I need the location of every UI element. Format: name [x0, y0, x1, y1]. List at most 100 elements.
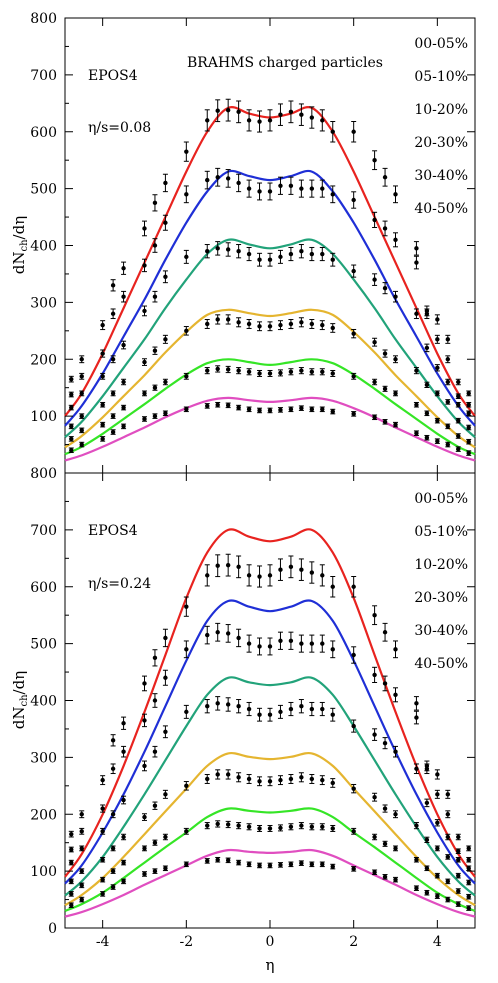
- data-point: [424, 381, 430, 388]
- x-axis-title: η: [266, 956, 275, 974]
- data-point: [382, 675, 388, 692]
- data-point: [330, 640, 336, 659]
- data-point: [455, 433, 461, 439]
- data-point: [110, 734, 116, 747]
- data-point: [413, 255, 419, 270]
- data-point: [236, 822, 242, 830]
- data-point: [277, 558, 283, 581]
- data-point: [215, 820, 221, 828]
- bottom-centrality-legend: 00-05% 05-10% 10-20% 20-30% 30-40% 40-50%: [414, 491, 468, 672]
- data-point: [100, 320, 106, 331]
- data-point: [382, 804, 388, 813]
- data-point: [455, 417, 461, 424]
- data-point: [393, 810, 399, 819]
- data-point: [413, 696, 419, 711]
- data-point: [351, 646, 357, 664]
- bottom-param-label: η/s=0.24: [88, 576, 151, 592]
- data-point: [141, 358, 147, 366]
- data-point: [413, 241, 419, 256]
- data-point: [288, 774, 294, 784]
- model-curve-30-40%: [64, 358, 476, 456]
- data-point: [267, 862, 273, 869]
- data-point: [100, 421, 106, 428]
- data-point: [121, 833, 127, 841]
- data-point: [445, 854, 451, 860]
- data-point: [215, 365, 221, 373]
- data-point: [298, 405, 304, 411]
- data-point: [372, 150, 378, 171]
- data-point: [445, 896, 451, 903]
- centrality-label: 20-30%: [414, 590, 468, 606]
- model-curve-40-50%: [64, 396, 476, 462]
- data-point: [204, 564, 210, 587]
- data-point: [162, 833, 168, 841]
- data-point: [183, 781, 189, 791]
- top-title: BRAHMS charged particles: [187, 55, 383, 71]
- data-point: [68, 859, 74, 866]
- y-tick-label: 200: [30, 807, 57, 823]
- model-curve-05-10%: [64, 599, 476, 885]
- data-point: [424, 343, 430, 353]
- data-point: [246, 368, 252, 376]
- data-point: [121, 859, 127, 866]
- model-curve-10-20%: [64, 676, 476, 897]
- data-point: [372, 273, 378, 286]
- top-centrality-legend: 00-05% 05-10% 10-20% 20-30% 30-40% 40-50%: [414, 36, 468, 217]
- data-point: [382, 419, 388, 425]
- data-point: [204, 319, 210, 329]
- data-point: [288, 823, 294, 831]
- data-point: [152, 384, 158, 391]
- top-y-axis-title: dNch/dη: [10, 216, 30, 274]
- data-point: [204, 367, 210, 375]
- data-point: [424, 410, 430, 417]
- data-point: [434, 390, 440, 397]
- data-point: [246, 634, 252, 653]
- data-point: [382, 282, 388, 295]
- data-point: [466, 438, 472, 445]
- data-point: [141, 813, 147, 821]
- data-point: [413, 763, 419, 775]
- data-point: [110, 810, 116, 819]
- data-point: [466, 879, 472, 886]
- model-curve-05-10%: [64, 169, 476, 427]
- data-point: [183, 704, 189, 719]
- data-point: [110, 845, 116, 852]
- data-point: [204, 822, 210, 830]
- data-point: [445, 378, 451, 386]
- data-point: [466, 390, 472, 397]
- data-point: [236, 555, 242, 579]
- data-point: [382, 874, 388, 880]
- data-point: [121, 404, 127, 411]
- data-point: [445, 355, 451, 364]
- centrality-label: 00-05%: [414, 36, 468, 52]
- data-point: [319, 701, 325, 717]
- data-point: [152, 745, 158, 758]
- data-point: [267, 252, 273, 267]
- y-tick-label: 500: [30, 182, 57, 198]
- data-point: [424, 434, 430, 441]
- data-point: [215, 241, 221, 256]
- data-point: [351, 719, 357, 733]
- data-point: [79, 810, 85, 819]
- data-point: [110, 355, 116, 364]
- data-point: [79, 882, 85, 889]
- data-point: [183, 372, 189, 380]
- model-curve-20-30%: [64, 308, 476, 449]
- data-point: [100, 436, 106, 442]
- data-point: [434, 364, 440, 372]
- data-point: [225, 98, 231, 122]
- data-point: [466, 856, 472, 863]
- data-point: [445, 833, 451, 841]
- data-point: [257, 252, 263, 267]
- x-tick-label: 4: [433, 934, 442, 950]
- data-point: [393, 687, 399, 703]
- data-point: [215, 769, 221, 780]
- data-point: [68, 878, 74, 885]
- data-point: [393, 390, 399, 397]
- data-point: [445, 334, 451, 344]
- data-point: [466, 893, 472, 900]
- data-point: [246, 564, 252, 587]
- data-point: [455, 872, 461, 879]
- data-point: [79, 441, 85, 448]
- data-point: [110, 279, 116, 292]
